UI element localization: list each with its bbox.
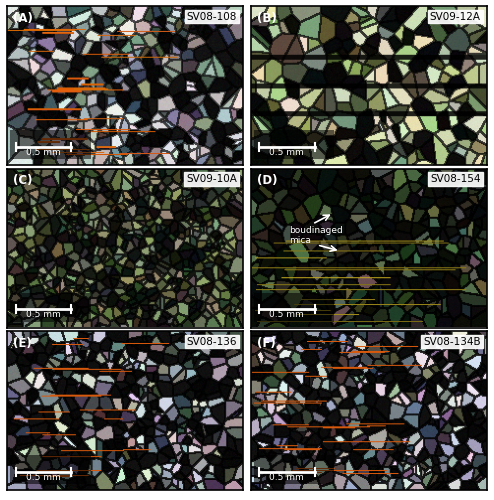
Text: SV08-108: SV08-108	[187, 12, 237, 22]
Text: (C): (C)	[13, 174, 33, 187]
FancyBboxPatch shape	[254, 455, 334, 484]
Text: (B): (B)	[257, 12, 277, 24]
Text: 0.5 mm: 0.5 mm	[26, 148, 61, 156]
Text: SV08-136: SV08-136	[187, 336, 237, 346]
Text: 0.5 mm: 0.5 mm	[269, 310, 304, 319]
Text: SV09-10A: SV09-10A	[186, 174, 237, 184]
Text: (D): (D)	[257, 174, 277, 187]
Text: (A): (A)	[13, 12, 33, 24]
FancyBboxPatch shape	[10, 130, 90, 160]
Text: SV08-154: SV08-154	[430, 174, 481, 184]
FancyBboxPatch shape	[10, 292, 90, 322]
Text: boudinaged
mica: boudinaged mica	[288, 226, 342, 245]
Text: 0.5 mm: 0.5 mm	[26, 472, 61, 482]
Text: 0.5 mm: 0.5 mm	[269, 148, 304, 156]
FancyBboxPatch shape	[254, 292, 334, 322]
FancyBboxPatch shape	[10, 455, 90, 484]
Text: (E): (E)	[13, 336, 32, 349]
Text: 0.5 mm: 0.5 mm	[26, 310, 61, 319]
Text: SV09-12A: SV09-12A	[430, 12, 481, 22]
Text: SV08-134B: SV08-134B	[423, 336, 481, 346]
Text: (F): (F)	[257, 336, 276, 349]
FancyBboxPatch shape	[254, 130, 334, 160]
Text: 0.5 mm: 0.5 mm	[269, 472, 304, 482]
